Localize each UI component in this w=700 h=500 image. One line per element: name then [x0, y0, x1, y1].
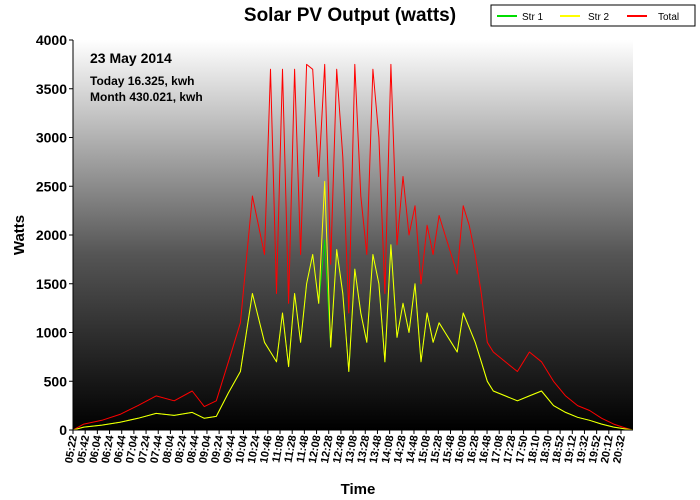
x-tick-label: 13:28 [356, 434, 373, 464]
x-tick-label: 08:04 [161, 434, 178, 465]
chart-title: Solar PV Output (watts) [244, 5, 456, 26]
x-tick-label: 13:48 [368, 434, 385, 464]
x-tick-label: 05:42 [75, 434, 92, 464]
x-tick-label: 09:24 [209, 434, 226, 465]
legend-entry-total: Total [658, 12, 679, 23]
series-line-total [73, 63, 633, 430]
x-tick-label: 11:48 [295, 434, 312, 463]
x-tick-label: 06:04 [88, 434, 105, 465]
x-tick-label: 15:08 [416, 434, 433, 464]
x-tick-label: 12:08 [307, 434, 324, 464]
x-tick-label: 15:28 [429, 434, 446, 464]
x-tick-label: 16:48 [477, 434, 494, 464]
x-tick-label: 19:32 [575, 434, 592, 464]
x-tick-label: 19:12 [563, 434, 580, 464]
y-tick-label: 2500 [36, 178, 67, 194]
x-tick-label: 07:24 [136, 434, 153, 465]
x-tick-label: 17:28 [502, 434, 519, 464]
x-tick-label: 05:22 [63, 434, 80, 464]
x-tick-label: 12:48 [331, 434, 348, 464]
legend-entry-str2: Str 2 [588, 12, 610, 23]
x-tick-label: 19:52 [587, 434, 604, 464]
x-tick-label: 07:44 [148, 434, 165, 465]
y-tick-label: 4000 [36, 32, 67, 48]
y-tick-label: 2000 [36, 227, 67, 243]
x-tick-label: 06:24 [100, 434, 117, 465]
x-tick-label: 10:24 [246, 434, 263, 465]
x-axis-label: Time [341, 481, 376, 498]
y-ticks: 0 500 1000 1500 2000 2500 3000 3500 4000 [36, 32, 73, 438]
x-tick-label: 16:08 [453, 434, 470, 464]
series-line-str-2 [73, 180, 633, 430]
x-tick-label: 16:28 [465, 434, 482, 464]
x-tick-label: 13:08 [343, 434, 360, 464]
x-tick-label: 17:50 [514, 434, 531, 464]
x-tick-label: 07:04 [124, 434, 141, 465]
y-tick-label: 0 [59, 422, 67, 438]
x-tick-label: 11:28 [283, 434, 300, 463]
x-tick-label: 06:44 [112, 434, 129, 465]
x-tick-label: 10:04 [234, 434, 251, 465]
x-tick-label: 09:44 [222, 434, 239, 465]
y-tick-label: 500 [44, 373, 68, 389]
x-tick-label: 18:52 [550, 434, 567, 464]
annotation-date: 23 May 2014 [90, 50, 172, 66]
x-tick-label: 09:04 [197, 434, 214, 465]
x-tick-label: 10:46 [258, 434, 275, 464]
x-tick-label: 11:08 [270, 434, 287, 463]
x-tick-label: 18:30 [538, 434, 555, 464]
x-tick-label: 08:24 [173, 434, 190, 465]
legend: Str 1 Str 2 Total [490, 4, 696, 27]
legend-box [490, 4, 696, 27]
x-tick-label: 14:28 [392, 434, 409, 464]
x-tick-label: 14:48 [404, 434, 421, 464]
x-tick-label: 14:08 [380, 434, 397, 464]
x-tick-label: 08:44 [185, 434, 202, 465]
plot-background [73, 40, 633, 430]
y-tick-label: 1500 [36, 276, 67, 292]
legend-entry-str1: Str 1 [522, 12, 544, 23]
y-axis-label: Watts [11, 215, 28, 255]
y-tick-label: 3500 [36, 81, 67, 97]
x-tick-label: 20:12 [599, 434, 616, 464]
x-tick-label: 17:08 [489, 434, 506, 464]
series-layer [73, 63, 633, 430]
x-tick-label: 15:48 [441, 434, 458, 464]
y-tick-label: 1000 [36, 325, 67, 341]
annotation-today: Today 16.325, kwh [90, 74, 195, 88]
x-tick-label: 20:32 [611, 434, 628, 464]
annotation-month: Month 430.021, kwh [90, 90, 203, 104]
x-ticks: 05:2205:4206:0406:2406:4407:0407:2407:44… [63, 430, 628, 464]
x-tick-label: 18:10 [526, 434, 543, 464]
x-tick-label: 12:28 [319, 434, 336, 464]
y-tick-label: 3000 [36, 130, 67, 146]
